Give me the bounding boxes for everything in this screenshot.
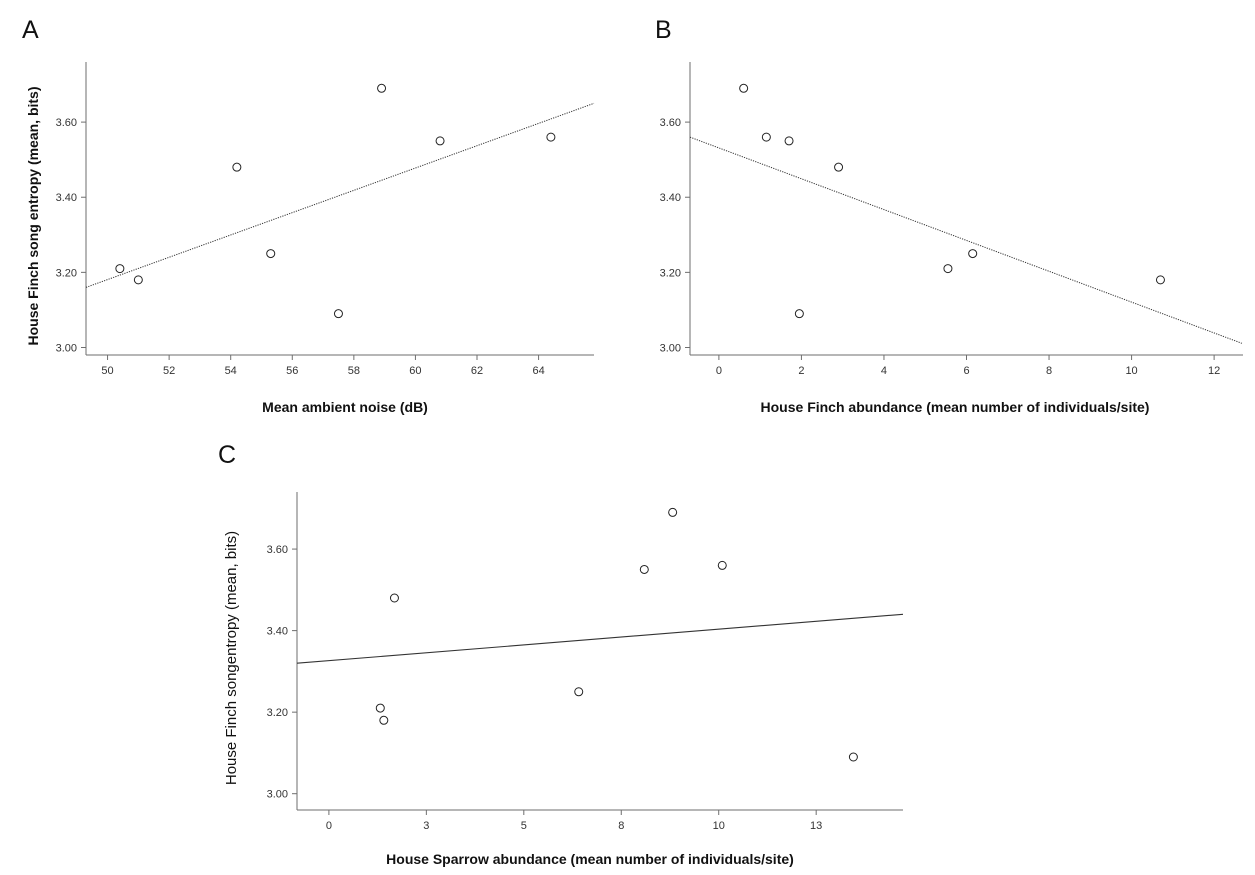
panel-b-y-tick-label: 3.40 xyxy=(660,192,681,204)
panel-c-ylabel: House Finch songentropy (mean, bits) xyxy=(223,531,240,785)
panel-a-letter: A xyxy=(22,16,39,44)
panel-c-data-point xyxy=(574,687,584,697)
panel-b-data-point xyxy=(1155,275,1165,285)
panel-b-data-point xyxy=(834,162,844,172)
panel-a-x-tick-label: 54 xyxy=(225,365,237,377)
panel-a-data-point xyxy=(333,309,343,319)
panel-a-data-point xyxy=(133,275,143,285)
panel-b-y-tick-label: 3.00 xyxy=(660,342,681,354)
panel-c-data-point xyxy=(717,560,727,570)
panel-b-x-tick-label: 4 xyxy=(881,365,887,377)
panel-a-plot: 50 52 54 56 58 60 62 64 3.00 3.20 3.40 3.60 xyxy=(56,62,595,377)
panel-b-x-tick-label: 6 xyxy=(963,365,969,377)
panel-b-xlabel: House Finch abundance (mean number of in… xyxy=(761,399,1150,415)
panel-a-x-tick-label: 60 xyxy=(409,365,421,377)
panel-a-x-tick-label: 56 xyxy=(286,365,298,377)
panel-a-data-point xyxy=(232,162,242,172)
panel-c-y-tick-label: 3.40 xyxy=(267,626,288,638)
panel-b-x-tick-label: 12 xyxy=(1208,365,1220,377)
panel-c-y-tick-label: 3.00 xyxy=(267,789,288,801)
panel-b-x-tick-label: 10 xyxy=(1125,365,1137,377)
panel-b-data-point xyxy=(739,83,749,93)
panel-c-data-point xyxy=(379,715,389,725)
panel-b-x-tick-label: 0 xyxy=(716,365,722,377)
panel-a-data-point xyxy=(266,249,276,259)
panel-c-x-tick-label: 10 xyxy=(713,820,725,832)
panel-b-plot: 0 2 4 6 8 10 12 3.00 3.20 3.40 3.60 xyxy=(660,62,1244,377)
panel-a-x-tick-label: 62 xyxy=(471,365,483,377)
panel-a-x-tick-label: 52 xyxy=(163,365,175,377)
panel-c-data-point xyxy=(848,752,858,762)
panel-a-data-point xyxy=(546,132,556,142)
panel-b-data-point xyxy=(968,249,978,259)
panel-c-letter: C xyxy=(218,441,236,469)
panel-a-x-tick-label: 64 xyxy=(532,365,544,377)
panel-c-x-tick-label: 5 xyxy=(521,820,527,832)
panel-a: A 50 52 54 56 58 60 62 64 3.00 3.20 3.40 3.60 Mean … xyxy=(22,16,595,415)
panel-a-fit-line xyxy=(85,102,595,288)
panel-c-fit-line xyxy=(296,613,904,664)
panel-c-y-tick-label: 3.20 xyxy=(267,707,288,719)
panel-c-data-point xyxy=(639,564,649,574)
panel-b-data-point xyxy=(784,136,794,146)
panel-b-letter: B xyxy=(655,16,672,44)
panel-a-y-tick-label: 3.60 xyxy=(56,117,77,129)
panel-a-x-tick-label: 50 xyxy=(101,365,113,377)
panel-b-x-tick-label: 8 xyxy=(1046,365,1052,377)
panel-b-y-tick-label: 3.20 xyxy=(660,267,681,279)
panel-b-data-point xyxy=(943,264,953,274)
panel-a-ylabel: House Finch song entropy (mean, bits) xyxy=(25,86,41,345)
panel-a-y-tick-label: 3.00 xyxy=(56,342,77,354)
panel-a-xlabel: Mean ambient noise (dB) xyxy=(262,399,428,415)
panel-b-y-tick-label: 3.60 xyxy=(660,117,681,129)
panel-c-y-tick-label: 3.60 xyxy=(267,544,288,556)
panel-c-plot: 0 3 5 8 10 13 3.00 3.20 3.40 3.60 xyxy=(267,492,904,832)
panel-c-xlabel: House Sparrow abundance (mean number of … xyxy=(386,851,794,867)
panel-b-data-point xyxy=(761,132,771,142)
panel-a-x-tick-label: 58 xyxy=(348,365,360,377)
panel-c-x-tick-label: 8 xyxy=(618,820,624,832)
panel-b-x-tick-label: 2 xyxy=(798,365,804,377)
panel-b-fit-line xyxy=(689,136,1244,345)
panel-c-data-point xyxy=(389,593,399,603)
panel-a-y-tick-label: 3.40 xyxy=(56,192,77,204)
panel-a-data-point xyxy=(115,264,125,274)
panel-c-x-tick-label: 0 xyxy=(326,820,332,832)
panel-a-data-point xyxy=(377,83,387,93)
panel-b: B 0 2 4 6 8 10 12 3.00 3.20 3.40 3.60 House Finch … xyxy=(655,16,1244,415)
panel-c-data-point xyxy=(375,703,385,713)
panel-c: C 0 3 5 8 10 13 3.00 3.20 3.40 3.60 House Sparrow… xyxy=(218,441,904,867)
panel-c-x-tick-label: 3 xyxy=(423,820,429,832)
panel-b-data-point xyxy=(794,309,804,319)
panel-c-x-tick-label: 13 xyxy=(810,820,822,832)
panel-a-y-tick-label: 3.20 xyxy=(56,267,77,279)
panel-c-data-point xyxy=(668,507,678,517)
panel-a-data-point xyxy=(435,136,445,146)
